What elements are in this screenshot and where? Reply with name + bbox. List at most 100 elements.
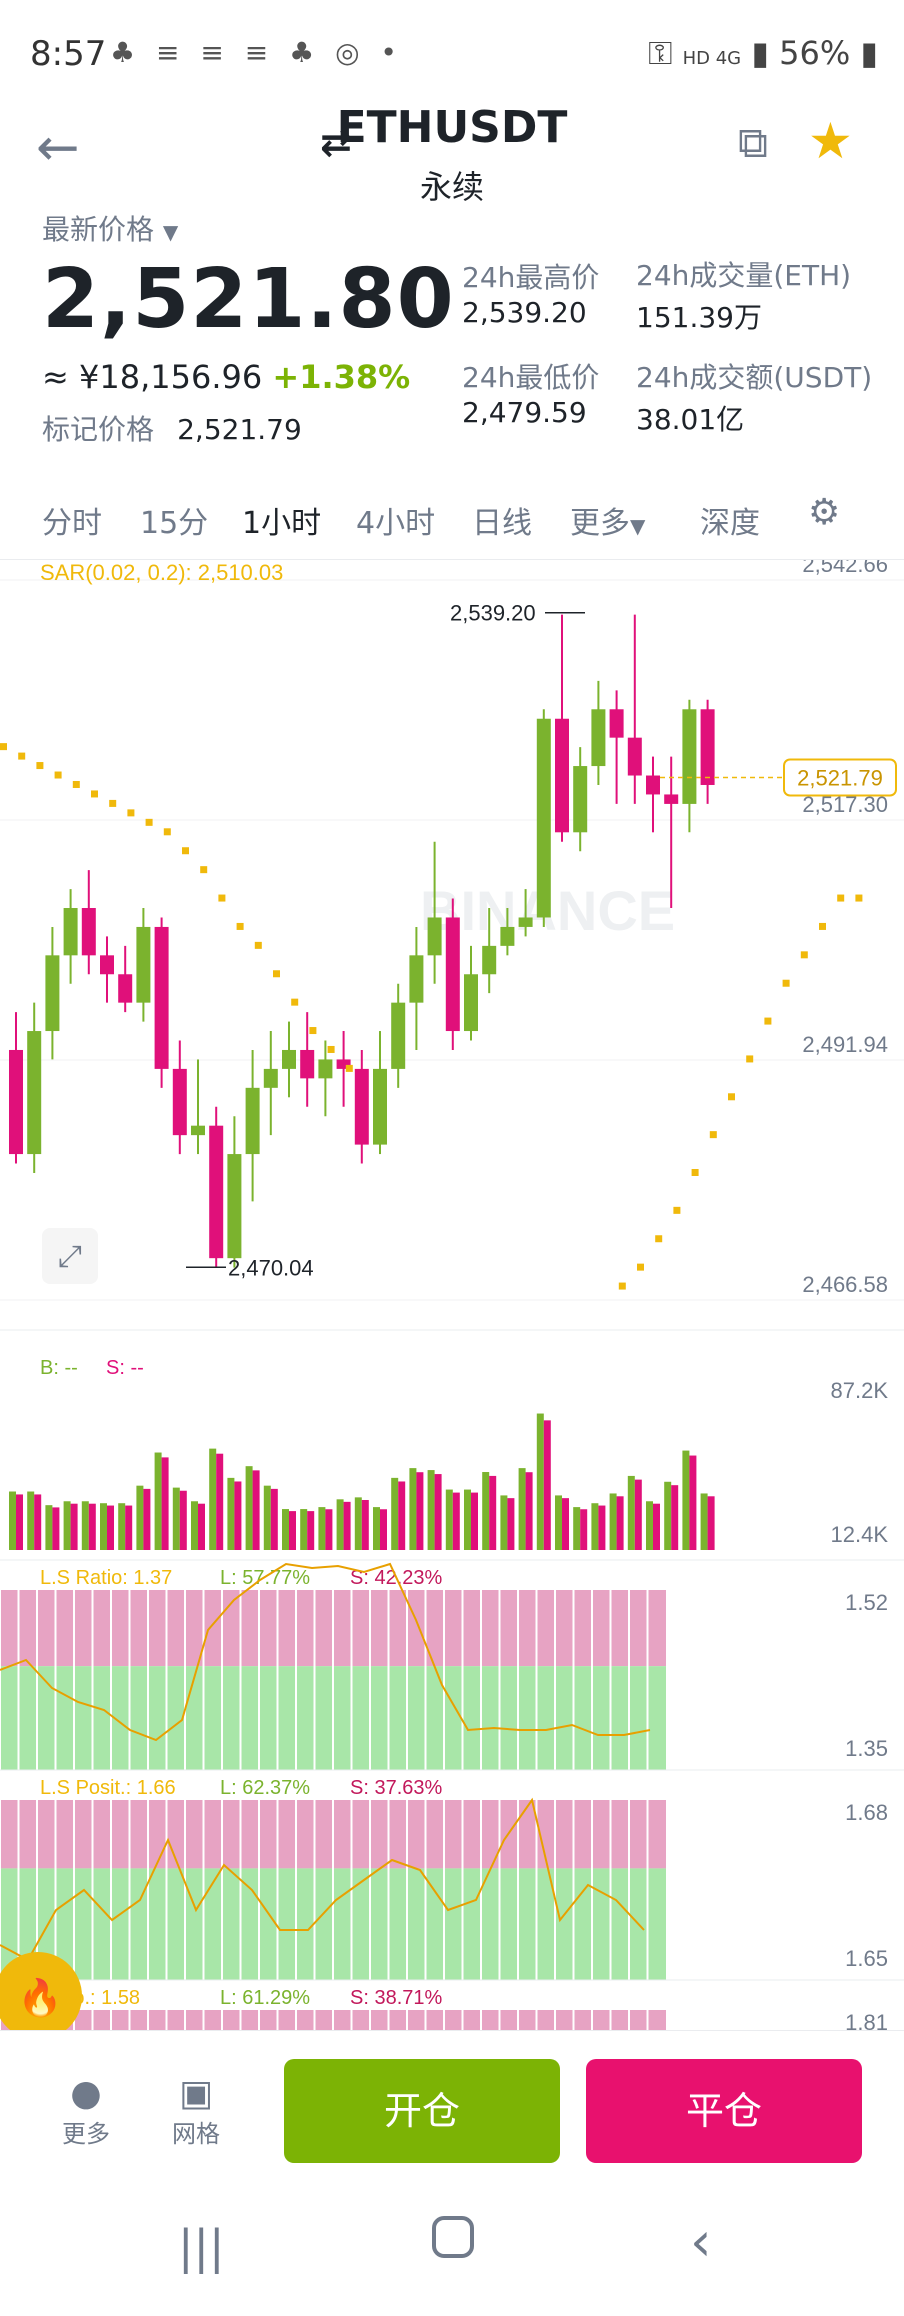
contract-type: 永续 xyxy=(419,168,484,206)
volume-bar-buy xyxy=(300,1509,308,1550)
sar-dot xyxy=(291,998,299,1006)
sar-dot xyxy=(800,951,808,959)
volume-bar-buy xyxy=(609,1493,617,1550)
volume-bar-sell xyxy=(216,1453,224,1550)
ls-ratio-bottom-label: 1.35 xyxy=(845,1736,888,1761)
volume-bar-sell xyxy=(380,1509,387,1550)
volume-bar-buy xyxy=(391,1477,399,1550)
candle-body xyxy=(100,955,114,975)
back-nav-icon[interactable]: ‹ xyxy=(690,2210,712,2273)
volume-bar-buy xyxy=(282,1509,289,1550)
volume-bar-buy xyxy=(118,1503,126,1550)
sar-dot xyxy=(163,828,171,836)
ls-ratio-label: L.S Ratio: 1.37 xyxy=(40,1567,172,1589)
volume-bar-buy xyxy=(263,1485,271,1550)
approx-cny: ≈ ¥18,156.96 xyxy=(42,358,263,396)
sar-dot xyxy=(327,1045,335,1053)
sar-dot xyxy=(36,762,44,770)
ls-ratio-line xyxy=(0,1562,651,1742)
high-label: 24h最高价 xyxy=(462,261,600,294)
volume-bar-buy xyxy=(209,1448,217,1550)
vol-usdt-value: 38.01亿 xyxy=(636,403,745,436)
volume-bar-buy xyxy=(555,1495,562,1550)
volume-bar-sell xyxy=(16,1494,23,1550)
recent-apps-icon[interactable]: ||| xyxy=(178,2220,225,2274)
volume-max-label: 87.2K xyxy=(831,1378,889,1403)
favorite-star-icon[interactable]: ★ xyxy=(808,112,853,170)
open-position-button[interactable]: 开仓 xyxy=(284,2059,560,2163)
kline-chart[interactable]: 2,542.662,517.302,491.942,466.58SAR(0.02… xyxy=(0,552,904,2190)
tab-4h[interactable]: 4小时 xyxy=(356,506,436,541)
volume-bar-sell xyxy=(88,1503,96,1550)
candle-body xyxy=(300,1049,315,1079)
sar-dot xyxy=(728,1093,735,1101)
volume-bar-buy xyxy=(336,1499,344,1550)
tab-timeline[interactable]: 分时 xyxy=(42,506,102,541)
volume-bar-buy xyxy=(409,1468,417,1550)
sar-legend: SAR(0.02, 0.2): 2,510.03 xyxy=(40,560,283,585)
volume-bar-sell xyxy=(52,1507,60,1550)
notification-icons: ♣ ≡ ≡ ≡ ♣ ◎ • xyxy=(110,36,403,69)
volume-bar-sell xyxy=(125,1505,133,1550)
candle-body xyxy=(245,1087,260,1155)
ls-acco-long: L: 61.29% xyxy=(220,1987,310,2009)
candle-body xyxy=(154,926,169,1069)
volume-bar-sell xyxy=(562,1498,569,1550)
candle-body xyxy=(45,955,60,1032)
home-icon[interactable] xyxy=(432,2216,474,2258)
ls-posit-label: L.S Posit.: 1.66 xyxy=(40,1777,176,1799)
candle-body xyxy=(573,766,588,833)
sar-dot xyxy=(709,1131,717,1139)
last-price-label[interactable]: 最新价格 ▼ xyxy=(42,208,178,248)
share-icon[interactable]: ⧉ xyxy=(738,118,768,167)
chart-settings-icon[interactable]: ⚙ xyxy=(808,492,841,533)
volume-bar-buy xyxy=(591,1503,599,1550)
candle-body xyxy=(409,955,424,1003)
tab-1d[interactable]: 日线 xyxy=(472,506,532,541)
close-position-button[interactable]: 平仓 xyxy=(586,2059,862,2163)
tab-15m[interactable]: 15分 xyxy=(140,506,209,541)
swap-icon[interactable]: ⇄ xyxy=(320,120,352,164)
ls-posit-line xyxy=(0,1797,645,1962)
volume-bar-sell xyxy=(361,1499,369,1550)
sar-dot xyxy=(200,866,208,874)
candle-body xyxy=(682,709,697,804)
grid-menu[interactable]: ▣ 网格 xyxy=(172,2073,220,2149)
chart-area[interactable]: 2,542.66 2,517.30 2,491.94 2,466.58 SAR(0.02… xyxy=(0,552,904,2190)
vol-eth-value: 151.39万 xyxy=(636,301,762,334)
mark-price-tag-label: 2,521.79 xyxy=(797,766,883,791)
mark-price-row: 标记价格 2,521.79 xyxy=(42,408,302,448)
volume-bar-sell xyxy=(580,1509,588,1550)
candle-body xyxy=(136,926,151,1003)
volume-bar-sell xyxy=(653,1503,660,1550)
candle-body xyxy=(700,709,715,785)
volume-bar-buy xyxy=(518,1468,526,1550)
volume-bar-buy xyxy=(373,1507,380,1550)
volume-bar-buy xyxy=(482,1472,490,1550)
mark-price: 2,521.79 xyxy=(177,413,302,446)
vol-usdt-label: 24h成交额(USDT) xyxy=(636,361,873,394)
tab-1h[interactable]: 1小时 xyxy=(242,506,322,541)
symbol-title[interactable]: ETHUSDT xyxy=(336,102,568,153)
back-arrow-icon[interactable]: ← xyxy=(36,118,80,178)
volume-bar-sell xyxy=(507,1498,515,1550)
last-price: 2,521.80 xyxy=(42,252,455,347)
tab-more[interactable]: 更多▼ xyxy=(570,498,645,542)
tab-depth[interactable]: 深度 xyxy=(700,506,760,541)
sar-dot xyxy=(236,922,244,930)
volume-legend-s: S: -- xyxy=(106,1357,144,1379)
status-bar: 8:57 ♣ ≡ ≡ ≡ ♣ ◎ • ⚿ HD 4G ▮ 56% ▮ xyxy=(0,0,904,100)
ls-acco-top-label: 1.81 xyxy=(845,2010,888,2030)
volume-bar-buy xyxy=(191,1501,198,1550)
network-label: HD 4G xyxy=(682,48,742,69)
volume-bar-buy xyxy=(318,1507,326,1550)
volume-bar-buy xyxy=(354,1497,362,1550)
volume-bar-buy xyxy=(427,1470,435,1550)
more-menu[interactable]: ● 更多 xyxy=(62,2073,110,2149)
volume-legend-b: B: -- xyxy=(40,1357,78,1379)
volume-bar-sell xyxy=(543,1420,551,1550)
candle-body xyxy=(464,974,478,1032)
volume-bar-sell xyxy=(198,1503,205,1550)
more-label: 更多 xyxy=(62,2120,110,2148)
ls-posit-long: L: 62.37% xyxy=(220,1777,310,1799)
